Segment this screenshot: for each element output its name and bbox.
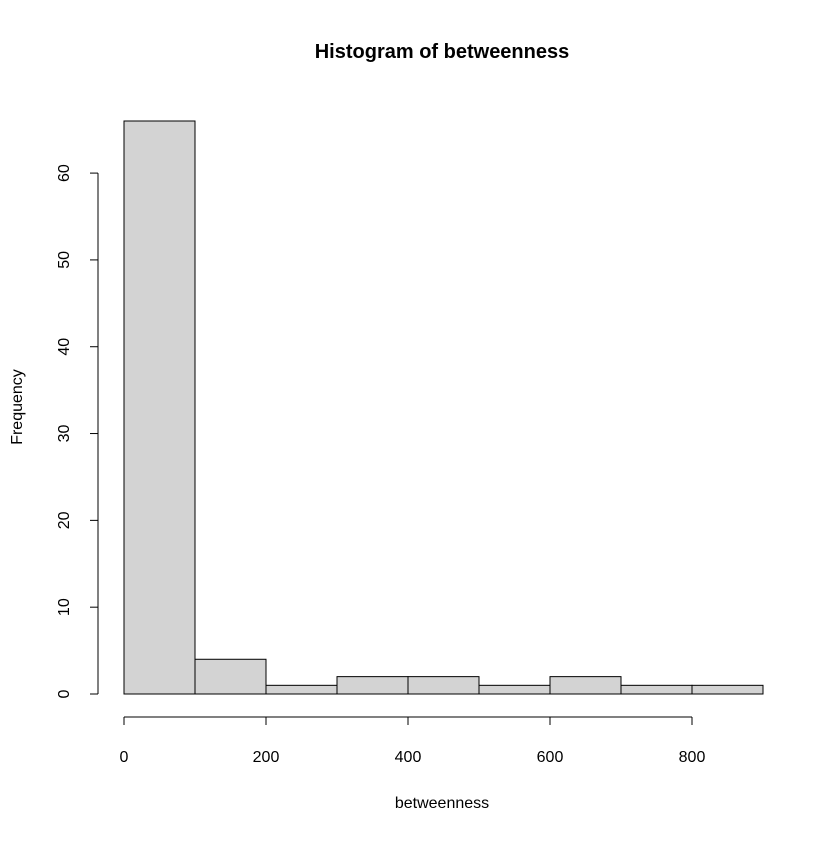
histogram-bar (123, 120, 196, 695)
x-tick-label: 800 (679, 749, 706, 766)
x-tick-label: 400 (395, 749, 422, 766)
histogram-bar (194, 658, 267, 695)
x-tick-label: 200 (253, 749, 280, 766)
x-axis-label: betweenness (395, 795, 489, 812)
histogram-bar (478, 684, 551, 695)
y-tick-label: 0 (56, 689, 73, 698)
y-tick-label: 30 (56, 425, 73, 443)
y-tick-label: 20 (56, 511, 73, 529)
bars-layer (123, 120, 764, 695)
x-tick-label: 0 (120, 749, 129, 766)
histogram-bar (620, 684, 693, 695)
y-tick-label: 60 (56, 164, 73, 182)
histogram-bar (691, 684, 764, 695)
histogram-bar (549, 676, 622, 695)
chart-title: Histogram of betweenness (315, 41, 570, 63)
y-axis-label: Frequency (9, 369, 26, 445)
y-tick-label: 10 (56, 598, 73, 616)
y-axis: 0 10 20 30 40 50 60 (56, 164, 99, 698)
histogram-bar (336, 676, 409, 695)
histogram-bar (265, 684, 338, 695)
y-tick-label: 40 (56, 338, 73, 356)
histogram-bar (407, 676, 480, 695)
x-axis: 0 200 400 600 800 (120, 716, 706, 766)
y-tick-label: 50 (56, 251, 73, 269)
x-tick-label: 600 (537, 749, 564, 766)
